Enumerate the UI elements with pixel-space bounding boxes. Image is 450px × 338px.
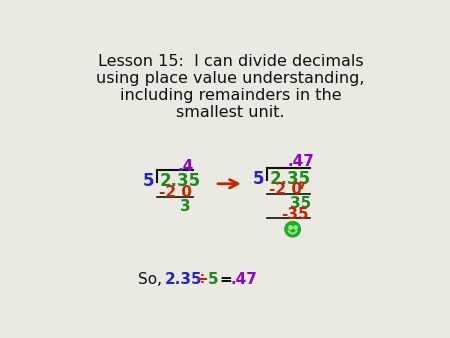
Text: 2.35: 2.35 xyxy=(270,170,310,188)
Text: So,: So, xyxy=(138,271,162,287)
Text: -2 0: -2 0 xyxy=(269,182,302,197)
Text: smallest unit.: smallest unit. xyxy=(176,105,285,120)
Text: including remainders in the: including remainders in the xyxy=(120,88,342,103)
Text: -35: -35 xyxy=(281,207,309,222)
Circle shape xyxy=(285,221,301,237)
Text: .47: .47 xyxy=(287,154,314,169)
Text: ÷: ÷ xyxy=(196,271,208,287)
Text: 5: 5 xyxy=(208,271,219,287)
Text: =: = xyxy=(219,271,232,287)
Text: 2.35: 2.35 xyxy=(159,172,200,190)
Text: 5: 5 xyxy=(142,172,154,190)
Text: 3: 3 xyxy=(180,199,191,214)
Text: 2.35: 2.35 xyxy=(165,271,202,287)
Text: 35: 35 xyxy=(290,196,311,211)
Text: .4: .4 xyxy=(177,159,194,174)
Text: 5: 5 xyxy=(252,170,264,188)
Text: Lesson 15:  I can divide decimals: Lesson 15: I can divide decimals xyxy=(98,54,364,69)
Text: .47: .47 xyxy=(230,271,257,287)
Text: -2 0: -2 0 xyxy=(158,185,192,200)
Text: using place value understanding,: using place value understanding, xyxy=(96,71,365,87)
